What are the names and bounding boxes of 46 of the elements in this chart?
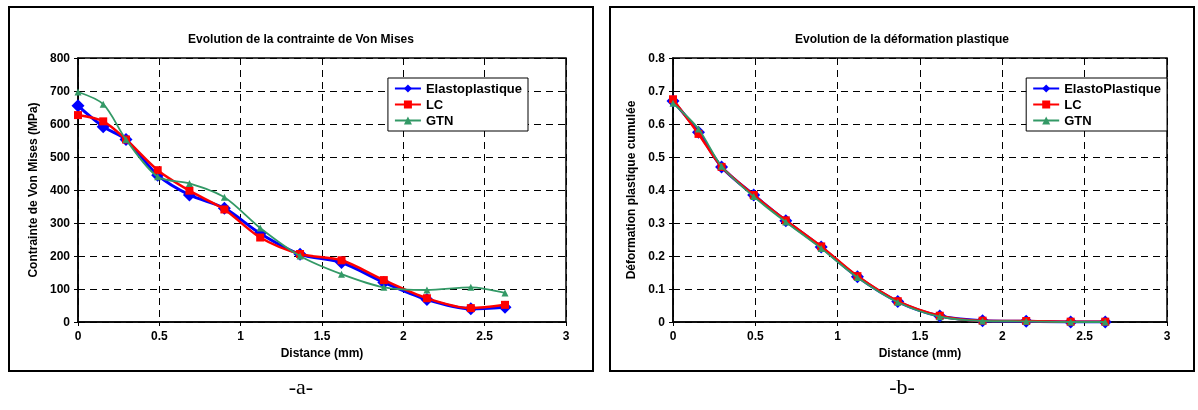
- legend-label: LC: [1064, 97, 1083, 112]
- x-tick-label: 2: [998, 329, 1006, 343]
- y-tick-label: 0: [63, 315, 71, 329]
- y-tick-label: 0.5: [648, 150, 666, 164]
- x-tick-label: 0.5: [746, 329, 764, 343]
- legend-label: GTN: [425, 113, 454, 128]
- text: -a-: [287, 374, 315, 400]
- x-axis-title: Distance (mm): [280, 345, 364, 360]
- x-tick-label: 3: [562, 329, 570, 343]
- y-tick-label: 700: [49, 84, 71, 98]
- y-axis-title: Déformation plastique cumulée: [624, 100, 638, 280]
- y-tick-label: 300: [49, 216, 71, 230]
- x-tick-label: 0: [74, 329, 82, 343]
- x-tick-label: 1: [834, 329, 842, 343]
- y-tick-label: 0.3: [648, 216, 666, 230]
- y-tick-label: 0.8: [648, 51, 666, 65]
- chart-title: Evolution de la contrainte de Von Mises: [188, 32, 415, 46]
- x-tick-label: 0.5: [150, 329, 168, 343]
- x-axis-title: Distance (mm): [878, 345, 962, 360]
- x-tick-label: 2: [399, 329, 407, 343]
- y-tick-label: 0.6: [648, 117, 666, 131]
- y-tick-label: 100: [49, 282, 71, 296]
- y-tick-label: 0.4: [648, 183, 666, 197]
- y-tick-label: 200: [49, 249, 71, 263]
- legend-label: GTN: [1064, 113, 1092, 128]
- x-tick-label: 2.5: [1076, 329, 1094, 343]
- y-tick-label: 500: [49, 150, 71, 164]
- y-tick-label: 800: [49, 51, 71, 65]
- legend-label: ElastoPlastique: [1064, 81, 1161, 96]
- y-tick-label: 0.1: [648, 282, 666, 296]
- x-tick-label: 1.5: [313, 329, 331, 343]
- y-tick-label: 600: [49, 117, 71, 131]
- y-tick-label: 0.2: [648, 249, 666, 263]
- text: -b-: [888, 374, 916, 400]
- y-tick-label: 400: [49, 183, 71, 197]
- x-tick-label: 1.5: [911, 329, 929, 343]
- chart-title: Evolution de la déformation plastique: [794, 32, 1010, 46]
- x-tick-label: 0: [669, 329, 677, 343]
- x-tick-label: 2.5: [476, 329, 494, 343]
- y-axis-title: Contrainte de Von Mises (MPa): [26, 102, 41, 278]
- legend-label: LC: [425, 97, 444, 112]
- x-tick-label: 3: [1163, 329, 1171, 343]
- y-tick-label: 0.7: [648, 84, 666, 98]
- x-tick-label: 1: [237, 329, 245, 343]
- legend-label: Elastoplastique: [425, 81, 522, 96]
- y-tick-label: 0: [658, 315, 666, 329]
